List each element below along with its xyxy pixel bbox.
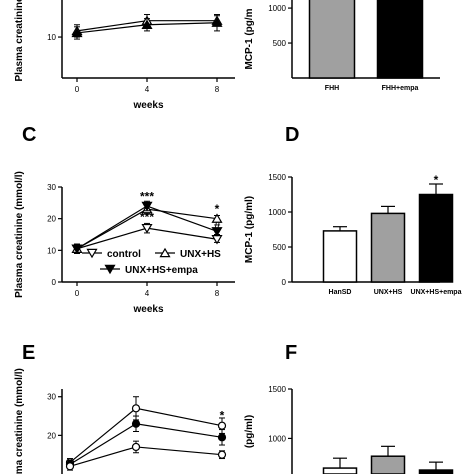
panel-3-bar-2 (418, 193, 454, 283)
panel-3-bar-0 (322, 230, 358, 283)
panel-4-series-0-point (217, 421, 227, 430)
panel-4-y-tick-label: 30 (47, 393, 56, 402)
panel-0-y-tick-label: 20 (47, 0, 56, 1)
panel-4-series-1-point (217, 433, 227, 442)
panel-2-series-0-point (211, 235, 223, 245)
panel-3-y-axis-label: MCP-1 (pg/ml) (244, 196, 255, 263)
panel-4-series-2-point (217, 450, 227, 459)
panel-2-significance-mark: *** (140, 190, 154, 204)
panel-4-series-2-point (131, 442, 141, 452)
panel-2-x-tick-label: 0 (75, 289, 80, 298)
panel-4-y-tick-label: 20 (47, 431, 56, 440)
panel-2-legend-marker (86, 248, 98, 259)
panel-2-x-axis-label: weeks (132, 304, 163, 315)
panel-0-x-axis-label: weeks (132, 100, 163, 111)
panel-3-letter: D (285, 124, 299, 146)
panel-1-bar-1 (376, 0, 424, 79)
panel-4-significance-mark: * (220, 408, 225, 422)
panel-4-series-0-point (131, 404, 141, 413)
panel-2-series-1-point (211, 213, 223, 223)
panel-5-y-tick-label: 1000 (268, 434, 286, 443)
panel-4-series-2-point (65, 462, 75, 471)
panel-2-significance-mark: *** (140, 210, 154, 224)
panel-5-y-tick-label: 1500 (268, 385, 286, 394)
panel-2-legend-marker (159, 247, 171, 258)
panel-3-y-tick-label: 0 (282, 278, 287, 287)
panel-4-series-1-point (131, 419, 141, 428)
panel-4-y-axis-label: Plasma creatinine (mmol/l) (14, 368, 25, 474)
panel-5-letter: F (285, 342, 297, 364)
panel-0-x-tick-label: 0 (75, 85, 80, 94)
panel-2-x-tick-label: 8 (215, 289, 220, 298)
panel-3-y-tick-label: 1500 (268, 173, 286, 182)
panel-0-x-tick-label: 8 (215, 85, 220, 94)
panel-2-y-axis-label: Plasma creatinine (mmol/l) (14, 171, 25, 298)
panel-3-y-tick-label: 500 (273, 243, 287, 252)
panel-0-y-tick-label: 10 (47, 33, 56, 42)
panel-1-y-tick-label: 500 (273, 39, 287, 48)
panel-2-y-tick-label: 30 (47, 183, 56, 192)
panel-2-series-2-point (141, 201, 153, 212)
panel-3-bar-1 (370, 212, 406, 283)
panel-0-x-tick-label: 4 (145, 85, 150, 94)
panel-2-legend-marker (104, 264, 116, 275)
panel-1-category-label: FHH+empa (382, 85, 419, 92)
panel-5-bar-0 (322, 467, 358, 474)
panel-2-letter: C (22, 124, 36, 146)
panel-2-legend-label: UNX+HS (180, 249, 221, 260)
panel-2-significance-mark: # (214, 220, 221, 234)
panel-1-category-label: FHH (325, 85, 339, 92)
panel-0-series-1-point (141, 19, 153, 29)
panel-0-series-1-point (211, 17, 223, 27)
panel-0-y-axis-label: Plasma creatinine (14, 0, 25, 82)
panel-2-x-tick-label: 4 (145, 289, 150, 298)
panel-2-significance-mark: * (215, 202, 220, 216)
panel-1-bar-0 (308, 0, 356, 79)
panel-2-y-tick-label: 20 (47, 215, 56, 224)
panel-2-series-2-point (211, 227, 223, 237)
panel-5-y-axis-label: (pg/ml) (244, 415, 255, 448)
panel-3-category-label: UNX+HS+empa (411, 289, 462, 296)
panel-5-bar-2 (418, 469, 454, 474)
panel-5-bar-1 (370, 455, 406, 474)
panel-2-y-tick-label: 0 (52, 278, 57, 287)
panel-2-legend-label: UNX+HS+empa (125, 265, 198, 276)
panel-1-y-tick-label: 1000 (268, 4, 286, 13)
panel-4-series-0-line (69, 407, 223, 463)
panel-1-y-axis-label: MCP-1 (pg/m (244, 8, 255, 69)
panel-3-y-tick-label: 1000 (268, 208, 286, 217)
panel-4-letter: E (22, 342, 35, 364)
panel-2-series-2-point (71, 244, 83, 254)
panel-0-series-1-point (71, 27, 83, 38)
panel-2-legend-label: control (107, 249, 141, 260)
panel-2-series-0-point (141, 223, 153, 234)
panel-3-significance-mark: * (434, 173, 439, 187)
panel-3-category-label: UNX+HS (374, 289, 403, 296)
panel-2-y-tick-label: 10 (47, 246, 56, 255)
panel-3-category-label: HanSD (329, 289, 352, 296)
